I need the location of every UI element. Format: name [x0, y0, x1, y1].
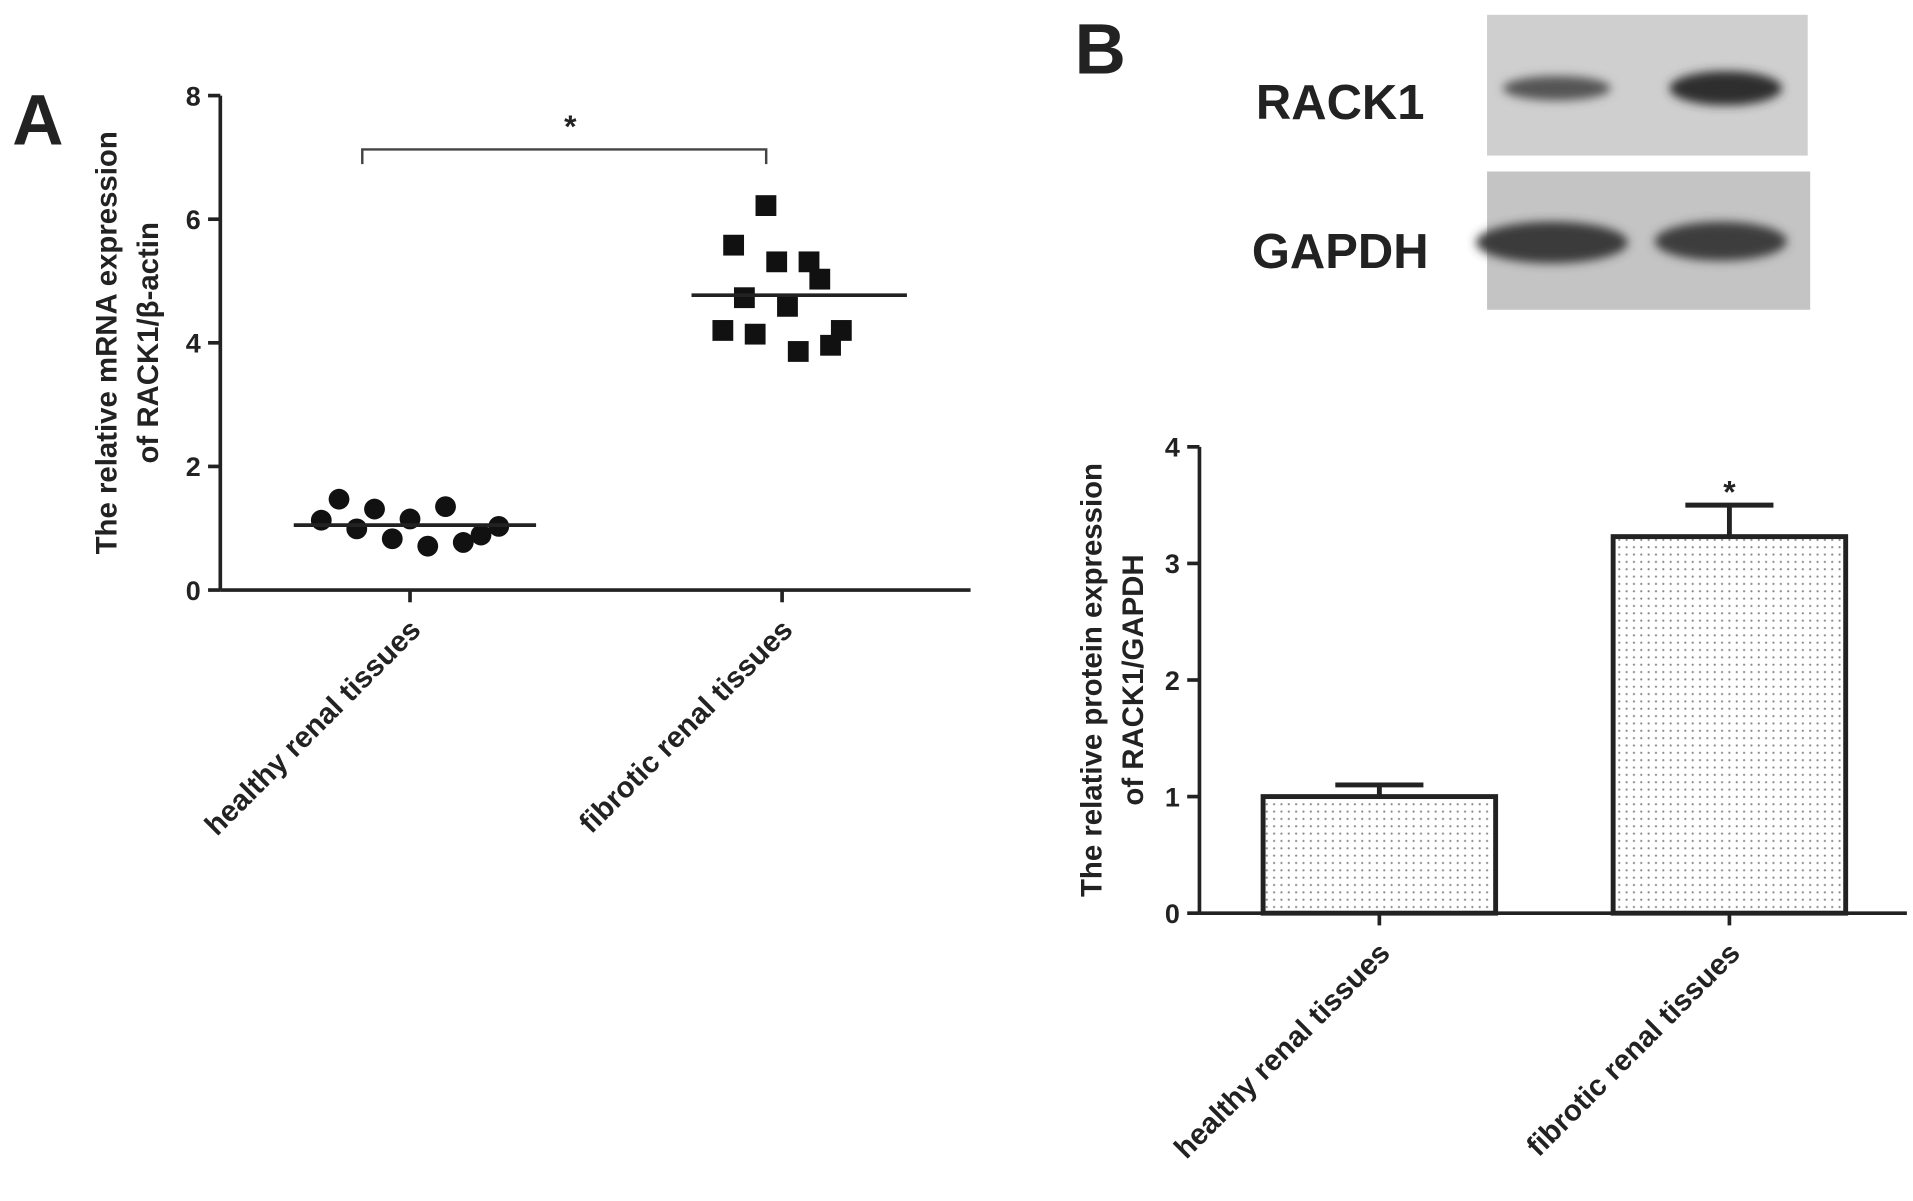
y-tick-label: 0: [1165, 899, 1180, 929]
data-point: [755, 195, 777, 216]
data-point: [452, 532, 474, 553]
data-point: [417, 535, 439, 557]
x-tick-label: healthy renal tissues: [1168, 936, 1397, 1165]
y-axis-label: The relative mRNA expression: [90, 131, 123, 554]
data-point: [310, 509, 332, 531]
data-point: [798, 251, 820, 273]
x-tick-label: healthy renal tissues: [198, 613, 427, 842]
data-point: [435, 496, 456, 518]
data-point: [346, 518, 368, 540]
bar: [1260, 794, 1499, 916]
panel-label: A: [12, 82, 63, 161]
y-tick-label: 0: [186, 576, 201, 606]
data-point: [712, 320, 734, 341]
data-point: [381, 528, 403, 550]
y-tick-label: 4: [186, 329, 201, 359]
data-point: [766, 251, 788, 273]
panel-label: B: [1075, 11, 1126, 90]
y-tick-label: 2: [186, 452, 201, 482]
blot-label: GAPDH: [1252, 225, 1429, 279]
data-point: [787, 341, 809, 362]
data-point: [744, 323, 766, 345]
data-point: [733, 287, 755, 309]
data-point: [723, 234, 745, 256]
data-point: [364, 498, 385, 520]
y-tick-label: 8: [186, 81, 201, 111]
y-axis-label: The relative protein expression: [1076, 463, 1109, 897]
blot-label: RACK1: [1256, 76, 1425, 130]
value-label: *: [1723, 474, 1736, 510]
data-point: [777, 295, 798, 317]
y-axis-label: of RACK1/GAPDH: [1117, 554, 1150, 805]
x-tick-label: fibrotic renal tissues: [1520, 936, 1746, 1162]
data-point: [328, 488, 350, 510]
x-tick-label: fibrotic renal tissues: [573, 613, 799, 839]
bar: [1610, 534, 1849, 916]
y-tick-label: 3: [1165, 549, 1180, 579]
y-axis-label: of RACK1/β-actin: [132, 222, 165, 463]
significance-label: *: [564, 108, 577, 144]
western-blot: [1476, 14, 1811, 310]
data-point: [470, 524, 492, 546]
data-point: [809, 268, 831, 290]
significance-bracket: [361, 148, 768, 165]
y-tick-label: 6: [186, 205, 201, 235]
y-tick-label: 4: [1165, 433, 1180, 463]
y-tick-label: 1: [1165, 782, 1180, 812]
y-tick-label: 2: [1165, 666, 1180, 696]
data-point: [830, 320, 852, 341]
